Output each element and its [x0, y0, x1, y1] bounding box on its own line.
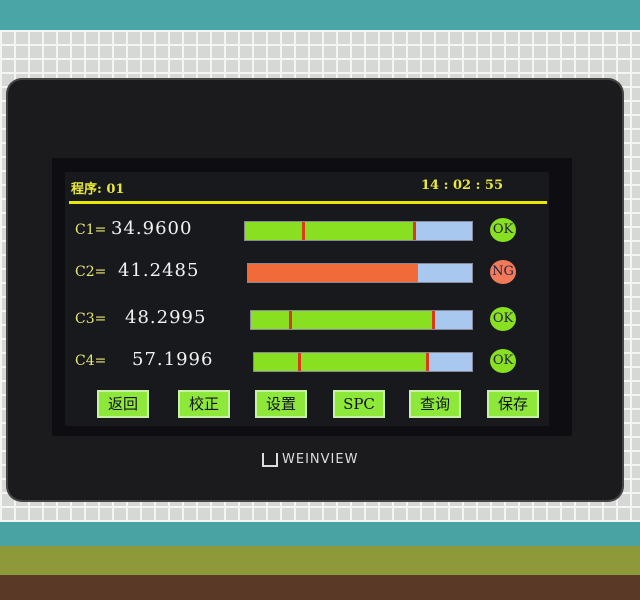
- channel-row-4: C4= 57.1996 OK: [65, 349, 549, 375]
- device-top-band: [0, 0, 640, 30]
- status-indicator: OK: [490, 349, 516, 373]
- query-button[interactable]: 查询: [409, 390, 461, 418]
- background-floor: [0, 575, 640, 600]
- status-indicator: OK: [490, 307, 516, 331]
- channel-value: 48.2995: [125, 307, 207, 328]
- channel-value: 34.9600: [111, 218, 193, 239]
- gauge-upper-marker: [413, 222, 417, 240]
- gauge-upper-marker: [426, 353, 430, 371]
- gauge-fill: [248, 264, 419, 282]
- weinview-logo-icon: [262, 452, 278, 467]
- gauge-lower-marker: [288, 311, 292, 329]
- program-label: 程序: 01: [71, 182, 125, 197]
- settings-button[interactable]: 设置: [255, 390, 307, 418]
- hmi-screen: 程序: 01 14 : 02 : 55 C1= 34.9600 OK C2= 41…: [65, 172, 549, 426]
- gauge-fill: [254, 353, 429, 371]
- channel-row-2: C2= 41.2485 NG: [65, 260, 549, 286]
- clock: 14 : 02 : 55: [421, 178, 503, 193]
- header-divider: [69, 201, 547, 204]
- gauge-lower-marker: [301, 222, 305, 240]
- channel-label: C4=: [75, 353, 107, 369]
- gauge-upper-marker: [432, 311, 436, 329]
- save-button[interactable]: 保存: [487, 390, 539, 418]
- back-button[interactable]: 返回: [97, 390, 149, 418]
- spc-button[interactable]: SPC: [333, 390, 385, 418]
- channel-gauge-bar: [247, 263, 473, 283]
- channel-row-1: C1= 34.9600 OK: [65, 218, 549, 244]
- brand-logo: WEINVIEW: [262, 452, 358, 467]
- channel-label: C3=: [75, 311, 107, 327]
- channel-gauge-bar: [253, 352, 473, 372]
- status-indicator: OK: [490, 218, 516, 242]
- device-bottom-band: [0, 522, 640, 546]
- gauge-fill: [251, 311, 435, 329]
- channel-gauge-bar: [244, 221, 473, 241]
- calibrate-button[interactable]: 校正: [178, 390, 230, 418]
- channel-value: 41.2485: [118, 260, 200, 281]
- gauge-fill: [245, 222, 416, 240]
- brand-name: WEINVIEW: [282, 452, 359, 467]
- channel-label: C2=: [75, 264, 107, 280]
- channel-value: 57.1996: [132, 349, 214, 370]
- gauge-lower-marker: [297, 353, 301, 371]
- channel-gauge-bar: [250, 310, 473, 330]
- status-indicator: NG: [490, 260, 516, 284]
- channel-row-3: C3= 48.2995 OK: [65, 307, 549, 333]
- channel-label: C1=: [75, 222, 107, 238]
